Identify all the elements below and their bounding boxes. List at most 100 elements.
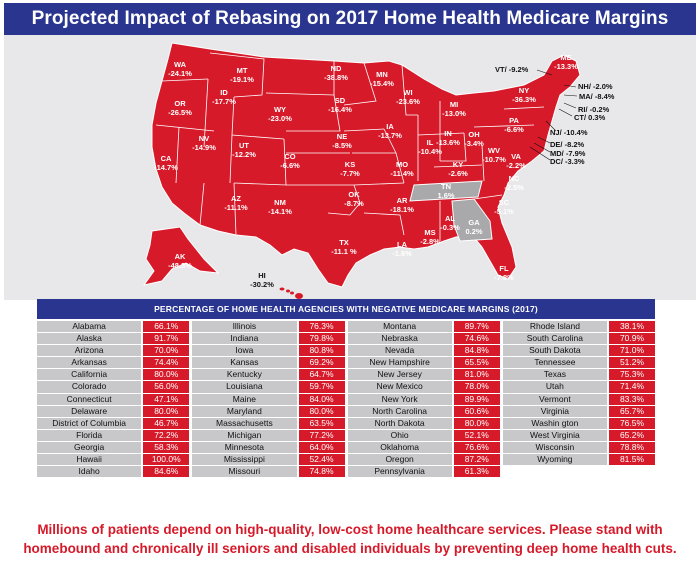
label-fl-code: FL — [499, 264, 509, 273]
percentage-cell: 89.9% — [453, 393, 500, 405]
state-name-cell: Wisconsin — [502, 441, 607, 454]
state-name-cell: Texas — [502, 369, 607, 381]
label-nv-code: NV — [199, 134, 209, 143]
footer-line-2: homebound and chronically ill seniors an… — [23, 541, 677, 556]
table-row: Nevada 84.8% — [347, 345, 500, 357]
table-row: Washin gton 76.5% — [502, 417, 655, 429]
label-az-code: AZ — [231, 194, 241, 203]
state-name-cell: Maryland — [192, 405, 297, 417]
label-sc-code: SC — [499, 198, 510, 207]
percentage-cell: 65.2% — [609, 429, 655, 441]
label-mt-code: MT — [237, 66, 248, 75]
label-or-value: -26.5% — [168, 108, 192, 117]
callout-vt: VT/ -9.2% — [495, 65, 529, 74]
table-row: North Carolina 60.6% — [347, 405, 500, 417]
state-name-cell: Massachusetts — [192, 417, 297, 429]
percentage-cell: 83.3% — [609, 393, 655, 405]
callout-labels: VT/ -9.2% NH/ -2.0% MA/ -8.4% RI/ -0.2% … — [495, 65, 615, 166]
label-me-value: -13.3% — [554, 62, 578, 71]
percentage-cell: 64.7% — [298, 369, 345, 381]
percentage-cell: 78.8% — [609, 441, 655, 454]
label-la-code: LA — [397, 240, 408, 249]
label-pa-value: -6.6% — [504, 125, 524, 134]
label-nv-value: -14.9% — [192, 143, 216, 152]
table-row: Maryland 80.0% — [192, 405, 345, 417]
table-row: Arizona 70.0% — [37, 345, 190, 357]
label-ca-value: -14.7% — [154, 163, 178, 172]
percentage-cell: 74.8% — [298, 466, 345, 478]
percentage-cell: 84.6% — [143, 466, 190, 478]
label-wa-code: WA — [174, 60, 187, 69]
table-row: Utah 71.4% — [502, 381, 655, 393]
label-ia-code: IA — [386, 122, 394, 131]
state-name-cell: Pennsylvania — [347, 466, 452, 478]
label-al-code: AL — [445, 214, 455, 223]
table-row — [503, 466, 655, 477]
label-nd-code: ND — [331, 64, 342, 73]
tennessee-shape — [409, 180, 483, 202]
state-name-cell: Michigan — [192, 429, 297, 441]
percentage-cell: 60.6% — [453, 405, 500, 417]
percentage-cell: 78.0% — [453, 381, 500, 393]
table-row: Wisconsin 78.8% — [502, 441, 655, 454]
percentage-cell: 61.3% — [453, 466, 500, 478]
label-ks-code: KS — [345, 160, 355, 169]
page-title: Projected Impact of Rebasing on 2017 Hom… — [4, 3, 696, 35]
table-row: Texas 75.3% — [502, 369, 655, 381]
percentage-cell: 72.2% — [143, 429, 190, 441]
table-grid: Alabama 66.1% Alaska 91.7% Arizona 70.0% Arkan… — [37, 321, 655, 514]
state-name-cell: Utah — [502, 381, 607, 393]
label-tx-value: -11.1 % — [331, 247, 357, 256]
label-oh-code: OH — [468, 130, 479, 139]
label-wa-value: -24.1% — [168, 69, 192, 78]
table-row: West Virginia 65.2% — [502, 429, 655, 441]
state-name-cell: Kansas — [192, 357, 297, 369]
table-row: Alaska 91.7% — [37, 333, 190, 345]
percentage-cell: 70.9% — [609, 333, 655, 345]
table-row: Idaho 84.6% — [37, 466, 190, 478]
percentage-cell: 91.7% — [143, 333, 190, 345]
table-row: South Carolina 70.9% — [502, 333, 655, 345]
label-hi-value: -30.2% — [250, 280, 274, 289]
label-ut-value: -12.2% — [232, 150, 256, 159]
state-name-cell: Kentucky — [192, 369, 297, 381]
state-name-cell: New Jersey — [347, 369, 452, 381]
percentage-cell: 64.0% — [298, 441, 345, 454]
state-name-cell: Montana — [347, 321, 452, 333]
table-row: Vermont 83.3% — [502, 393, 655, 405]
label-ne-value: -8.5% — [332, 141, 352, 150]
label-az-value: -11.1% — [224, 203, 248, 212]
percentage-cell: 58.3% — [143, 441, 190, 454]
state-name-cell: Rhode Island — [502, 321, 607, 333]
state-name-cell: Arizona — [37, 345, 142, 357]
label-pa-code: PA — [509, 116, 519, 125]
table-column: Montana 89.7% Nebraska 74.6% Nevada 84.8% New … — [347, 321, 500, 514]
label-mt-value: -19.1% — [230, 75, 254, 84]
table-row: California 80.0% — [37, 369, 190, 381]
table-row: Rhode Island 38.1% — [502, 321, 655, 333]
table-row: Minnesota 64.0% — [192, 441, 345, 454]
callout-nh: NH/ -2.0% — [578, 82, 613, 91]
percentage-cell — [609, 466, 655, 477]
callout-nj: NJ/ -10.4% — [550, 128, 588, 137]
label-nm-code: NM — [274, 198, 286, 207]
label-va-code: VA — [511, 152, 521, 161]
callout-de: DE/ -8.2% — [550, 140, 585, 149]
label-sd-code: SD — [335, 96, 346, 105]
callout-ct: CT/ 0.3% — [574, 113, 606, 122]
label-ga-value: 0.2% — [465, 227, 482, 236]
label-ok-value: -8.7% — [344, 199, 364, 208]
table-row: New Jersey 81.0% — [347, 369, 500, 381]
table-row: Maine 84.0% — [192, 393, 345, 405]
state-name-cell: Colorado — [37, 381, 142, 393]
state-name-cell: Arkansas — [37, 357, 142, 369]
state-name-cell: Oregon — [347, 454, 452, 466]
table-row: Montana 89.7% — [347, 321, 500, 333]
percentage-cell: 76.6% — [453, 441, 500, 454]
callout-dc: DC/ -3.3% — [550, 157, 585, 166]
label-in-value: -13.6% — [436, 138, 460, 147]
table-row: Pennsylvania 61.3% — [347, 466, 500, 478]
label-il-code: IL — [427, 138, 434, 147]
table-row: New Mexico 78.0% — [347, 381, 500, 393]
